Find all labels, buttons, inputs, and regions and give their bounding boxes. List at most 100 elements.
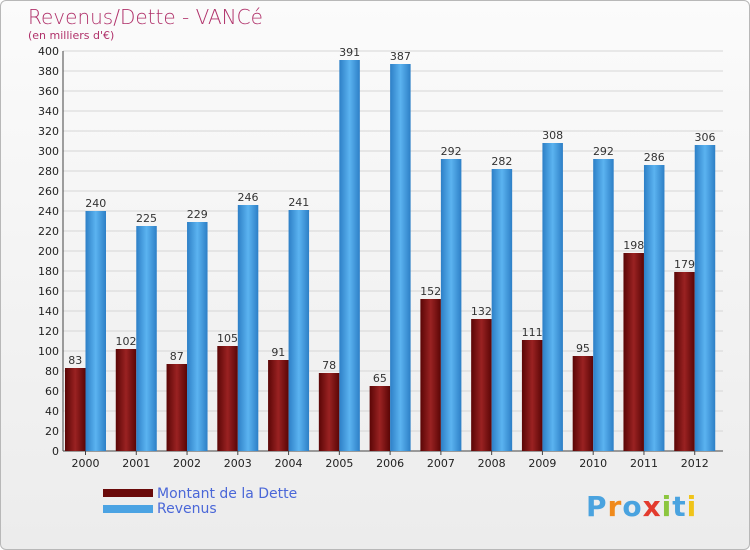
bar-revenus <box>187 222 208 451</box>
bar-revenus <box>491 169 513 451</box>
data-label: 132 <box>471 305 492 318</box>
bar-dette <box>217 346 238 451</box>
y-tick-label: 60 <box>45 385 59 398</box>
legend-swatch-debt <box>103 489 153 497</box>
x-tick-label: 2002 <box>173 457 201 470</box>
logo-letter: r <box>607 490 623 523</box>
data-label: 246 <box>238 191 259 204</box>
bar-revenus <box>593 159 614 451</box>
x-tick-label: 2008 <box>478 457 506 470</box>
logo-letter: i <box>661 490 673 523</box>
x-tick-label: 2005 <box>325 457 353 470</box>
data-label: 308 <box>542 129 563 142</box>
bar-dette <box>166 364 188 451</box>
data-label: 240 <box>85 197 106 210</box>
x-tick-label: 2003 <box>224 457 252 470</box>
bar-dette <box>674 272 695 451</box>
y-tick-label: 340 <box>38 105 59 118</box>
legend-label-revenus: Revenus <box>157 501 217 517</box>
data-label: 198 <box>623 239 644 252</box>
data-label: 241 <box>288 196 309 209</box>
data-label: 95 <box>576 342 590 355</box>
bar-dette <box>318 373 340 451</box>
data-label: 78 <box>322 359 336 372</box>
data-label: 229 <box>187 208 208 221</box>
data-label: 102 <box>116 335 137 348</box>
y-tick-label: 360 <box>38 85 59 98</box>
x-tick-label: 2000 <box>72 457 100 470</box>
bar-revenus <box>643 165 665 451</box>
x-tick-label: 2011 <box>630 457 658 470</box>
data-label: 225 <box>136 212 157 225</box>
bar-revenus <box>288 210 310 451</box>
x-tick-label: 2012 <box>681 457 709 470</box>
bar-dette <box>471 319 492 451</box>
bar-dette <box>420 299 441 451</box>
data-label: 105 <box>217 332 238 345</box>
legend-swatch-revenus <box>103 505 153 513</box>
data-label: 391 <box>339 46 360 59</box>
x-tick-label: 2006 <box>376 457 404 470</box>
y-tick-label: 80 <box>45 365 59 378</box>
bar-revenus <box>542 143 563 451</box>
y-tick-label: 300 <box>38 145 59 158</box>
x-tick-label: 2010 <box>579 457 607 470</box>
chart-title: Revenus/Dette - VANCé <box>28 5 263 29</box>
data-label: 91 <box>271 346 285 359</box>
data-label: 292 <box>441 145 462 158</box>
data-label: 292 <box>593 145 614 158</box>
x-tick-label: 2009 <box>528 457 556 470</box>
y-tick-label: 320 <box>38 125 59 138</box>
bar-revenus <box>390 64 411 451</box>
data-label: 83 <box>68 354 82 367</box>
y-tick-label: 280 <box>38 165 59 178</box>
bar-dette <box>369 386 391 451</box>
proxiti-logo: Proxiti <box>586 490 697 523</box>
legend-label-debt: Montant de la Dette <box>157 486 298 502</box>
logo-letter: x <box>642 490 662 523</box>
data-label: 286 <box>644 151 665 164</box>
y-tick-label: 20 <box>45 425 59 438</box>
x-tick-label: 2001 <box>122 457 150 470</box>
bars-layer <box>65 60 716 451</box>
y-tick-label: 100 <box>38 345 59 358</box>
bar-dette <box>572 356 594 451</box>
y-tick-label: 260 <box>38 185 59 198</box>
chart-subtitle: (en milliers d'€) <box>28 29 115 42</box>
y-tick-label: 120 <box>38 325 59 338</box>
y-tick-label: 200 <box>38 245 59 258</box>
data-label: 65 <box>373 372 387 385</box>
bar-revenus <box>694 145 716 451</box>
data-label: 282 <box>491 155 512 168</box>
x-tick-label: 2007 <box>427 457 455 470</box>
bar-dette <box>65 368 86 451</box>
data-label: 387 <box>390 50 411 63</box>
bar-revenus <box>440 159 462 451</box>
y-tick-label: 40 <box>45 405 59 418</box>
logo-letter: i <box>686 490 698 523</box>
bar-revenus <box>136 226 157 451</box>
y-tick-label: 400 <box>38 45 59 58</box>
y-tick-label: 140 <box>38 305 59 318</box>
data-label: 179 <box>674 258 695 271</box>
bar-dette <box>268 360 289 451</box>
y-tick-label: 240 <box>38 205 59 218</box>
data-label: 111 <box>522 326 543 339</box>
logo-letter: P <box>586 490 608 523</box>
x-tick-label: 2004 <box>275 457 303 470</box>
y-tick-label: 380 <box>38 65 59 78</box>
bar-revenus <box>339 60 360 451</box>
data-label: 87 <box>170 350 184 363</box>
bar-revenus <box>237 205 259 451</box>
y-tick-label: 180 <box>38 265 59 278</box>
logo-letter: t <box>672 490 687 523</box>
bar-dette <box>521 340 543 451</box>
bar-dette <box>623 253 644 451</box>
labels-layer: 83 240 2000 102 225 2001 87 229 2002 105 246 2003 91… <box>68 46 715 470</box>
y-tick-label: 160 <box>38 285 59 298</box>
data-label: 306 <box>694 131 715 144</box>
logo-letter: o <box>622 490 643 523</box>
data-label: 152 <box>420 285 441 298</box>
